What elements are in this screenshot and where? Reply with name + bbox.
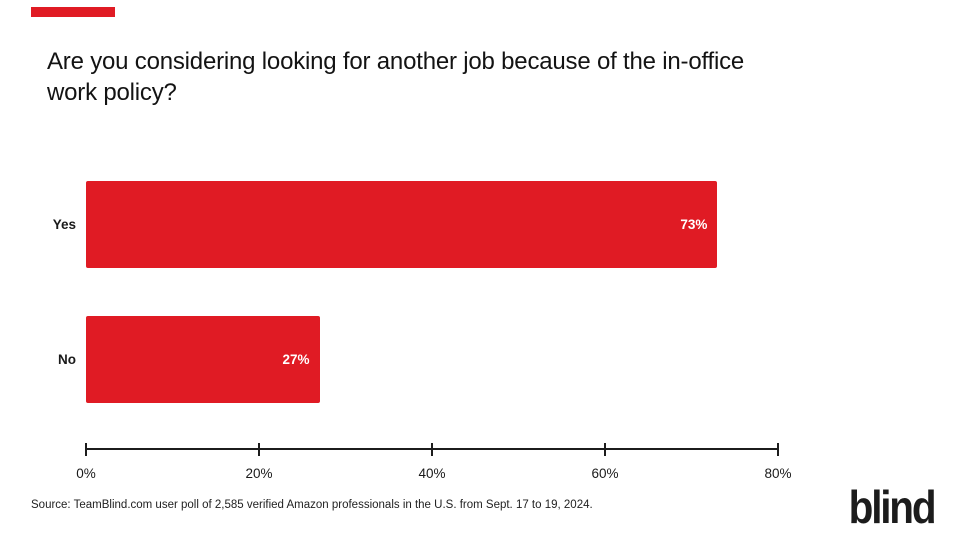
x-axis: 0% 20% 40% 60% 80%: [76, 443, 792, 481]
bar-value-label-yes: 73%: [680, 217, 708, 232]
category-label-yes: Yes: [52, 217, 76, 232]
bar-row-yes: Yes 73%: [0, 181, 960, 268]
source-attribution: Source: TeamBlind.com user poll of 2,585…: [31, 499, 593, 511]
x-axis-tick-40: [431, 443, 433, 456]
x-axis-ticklabel-40: 40%: [418, 466, 446, 481]
x-axis-tick-20: [258, 443, 260, 456]
x-axis-tick-0: [85, 443, 87, 456]
x-axis-ticklabel-20: 20%: [245, 466, 273, 481]
blind-logo: blind: [848, 481, 936, 533]
chart-title: Are you considering looking for another …: [47, 48, 745, 106]
x-axis-tick-60: [604, 443, 606, 456]
accent-bar: [31, 7, 115, 17]
x-axis-tick-80: [777, 443, 779, 456]
category-label-no: No: [58, 352, 76, 367]
bar-row-no: No 27%: [0, 316, 960, 403]
bar-value-label-no: 27%: [282, 352, 310, 367]
bar-no: 27%: [86, 316, 320, 403]
x-axis-ticklabel-0: 0%: [76, 466, 96, 481]
x-axis-ticklabel-80: 80%: [764, 466, 792, 481]
bar-yes: 73%: [86, 181, 718, 268]
x-axis-ticklabel-60: 60%: [591, 466, 619, 481]
